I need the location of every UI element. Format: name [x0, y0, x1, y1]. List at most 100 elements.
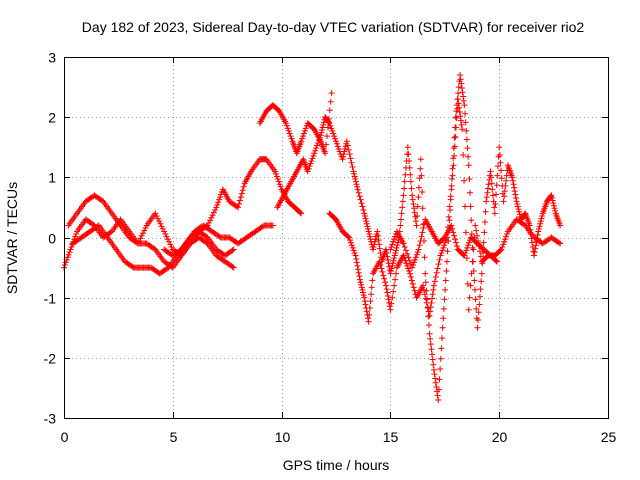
data-point: [372, 236, 379, 243]
data-point: [406, 268, 413, 275]
data-point: [413, 251, 420, 258]
data-point: [453, 243, 460, 250]
data-point: [420, 282, 427, 289]
data-point: [368, 284, 375, 291]
data-point: [417, 165, 424, 172]
data-point: [366, 231, 373, 238]
data-point: [391, 255, 398, 262]
data-point: [455, 90, 462, 97]
data-point: [313, 145, 320, 152]
data-point: [210, 209, 217, 216]
data-points: [61, 72, 564, 403]
data-point: [392, 247, 399, 254]
data-point: [319, 127, 326, 134]
data-point: [361, 210, 368, 217]
data-point: [344, 142, 351, 149]
data-point: [397, 216, 404, 223]
data-point: [236, 197, 243, 204]
data-point: [408, 277, 415, 284]
data-point: [393, 244, 400, 251]
data-point: [481, 229, 488, 236]
data-point: [463, 247, 470, 254]
data-point: [388, 265, 395, 272]
data-point: [448, 176, 455, 183]
data-point: [457, 72, 464, 79]
data-point: [426, 312, 433, 319]
data-point: [470, 246, 477, 253]
data-point: [406, 257, 413, 264]
data-point: [409, 280, 416, 287]
data-point: [466, 239, 473, 246]
data-point: [68, 243, 75, 250]
data-point: [213, 204, 220, 211]
data-point: [366, 304, 373, 311]
data-point: [328, 125, 335, 132]
data-point: [272, 168, 279, 175]
data-point: [457, 76, 464, 83]
grid: [64, 57, 608, 418]
data-point: [472, 296, 479, 303]
data-point: [216, 196, 223, 203]
data-point: [455, 100, 462, 107]
data-point: [72, 233, 79, 240]
x-tick-label: 25: [601, 429, 617, 445]
data-point: [421, 254, 428, 261]
data-point: [461, 102, 468, 109]
data-point: [414, 249, 421, 256]
data-point: [300, 133, 307, 140]
data-point: [325, 119, 332, 126]
data-point: [297, 209, 304, 216]
data-point: [491, 204, 498, 211]
data-point: [514, 203, 521, 210]
data-point: [531, 249, 538, 256]
data-point: [498, 167, 505, 174]
data-point: [358, 200, 365, 207]
data-point: [514, 200, 521, 207]
data-point: [503, 233, 510, 240]
data-point: [331, 133, 338, 140]
data-point: [164, 236, 171, 243]
data-point: [511, 184, 518, 191]
data-point: [468, 217, 475, 224]
data-point: [537, 220, 544, 227]
data-point: [427, 308, 434, 315]
data-point: [439, 324, 446, 331]
data-point: [549, 197, 556, 204]
data-point: [417, 156, 424, 163]
data-point: [422, 295, 429, 302]
data-point: [62, 259, 69, 266]
data-point: [411, 205, 418, 212]
data-point: [378, 265, 385, 272]
data-point: [65, 251, 72, 258]
data-point: [205, 219, 212, 226]
data-point: [400, 192, 407, 199]
data-point: [394, 239, 401, 246]
data-point: [316, 134, 323, 141]
chart-title: Day 182 of 2023, Sidereal Day-to-day VTE…: [82, 19, 585, 35]
data-point: [361, 213, 368, 220]
data-point: [436, 256, 443, 263]
data-point: [473, 305, 480, 312]
data-point: [464, 244, 471, 251]
data-point: [387, 306, 394, 313]
data-point: [409, 192, 416, 199]
data-point: [354, 183, 361, 190]
data-point: [512, 191, 519, 198]
data-point: [445, 213, 452, 220]
data-point: [139, 230, 146, 237]
data-point: [427, 341, 434, 348]
data-point: [401, 243, 408, 250]
data-point: [459, 89, 466, 96]
data-point: [347, 155, 354, 162]
data-point: [471, 277, 478, 284]
data-point: [467, 282, 474, 289]
data-point: [287, 133, 294, 140]
data-point: [405, 254, 412, 261]
data-point: [410, 200, 417, 207]
data-point: [365, 228, 372, 235]
x-axis-label: GPS time / hours: [283, 457, 390, 473]
data-point: [66, 249, 73, 256]
data-point: [384, 256, 391, 263]
data-point: [501, 238, 508, 245]
data-point: [497, 159, 504, 166]
